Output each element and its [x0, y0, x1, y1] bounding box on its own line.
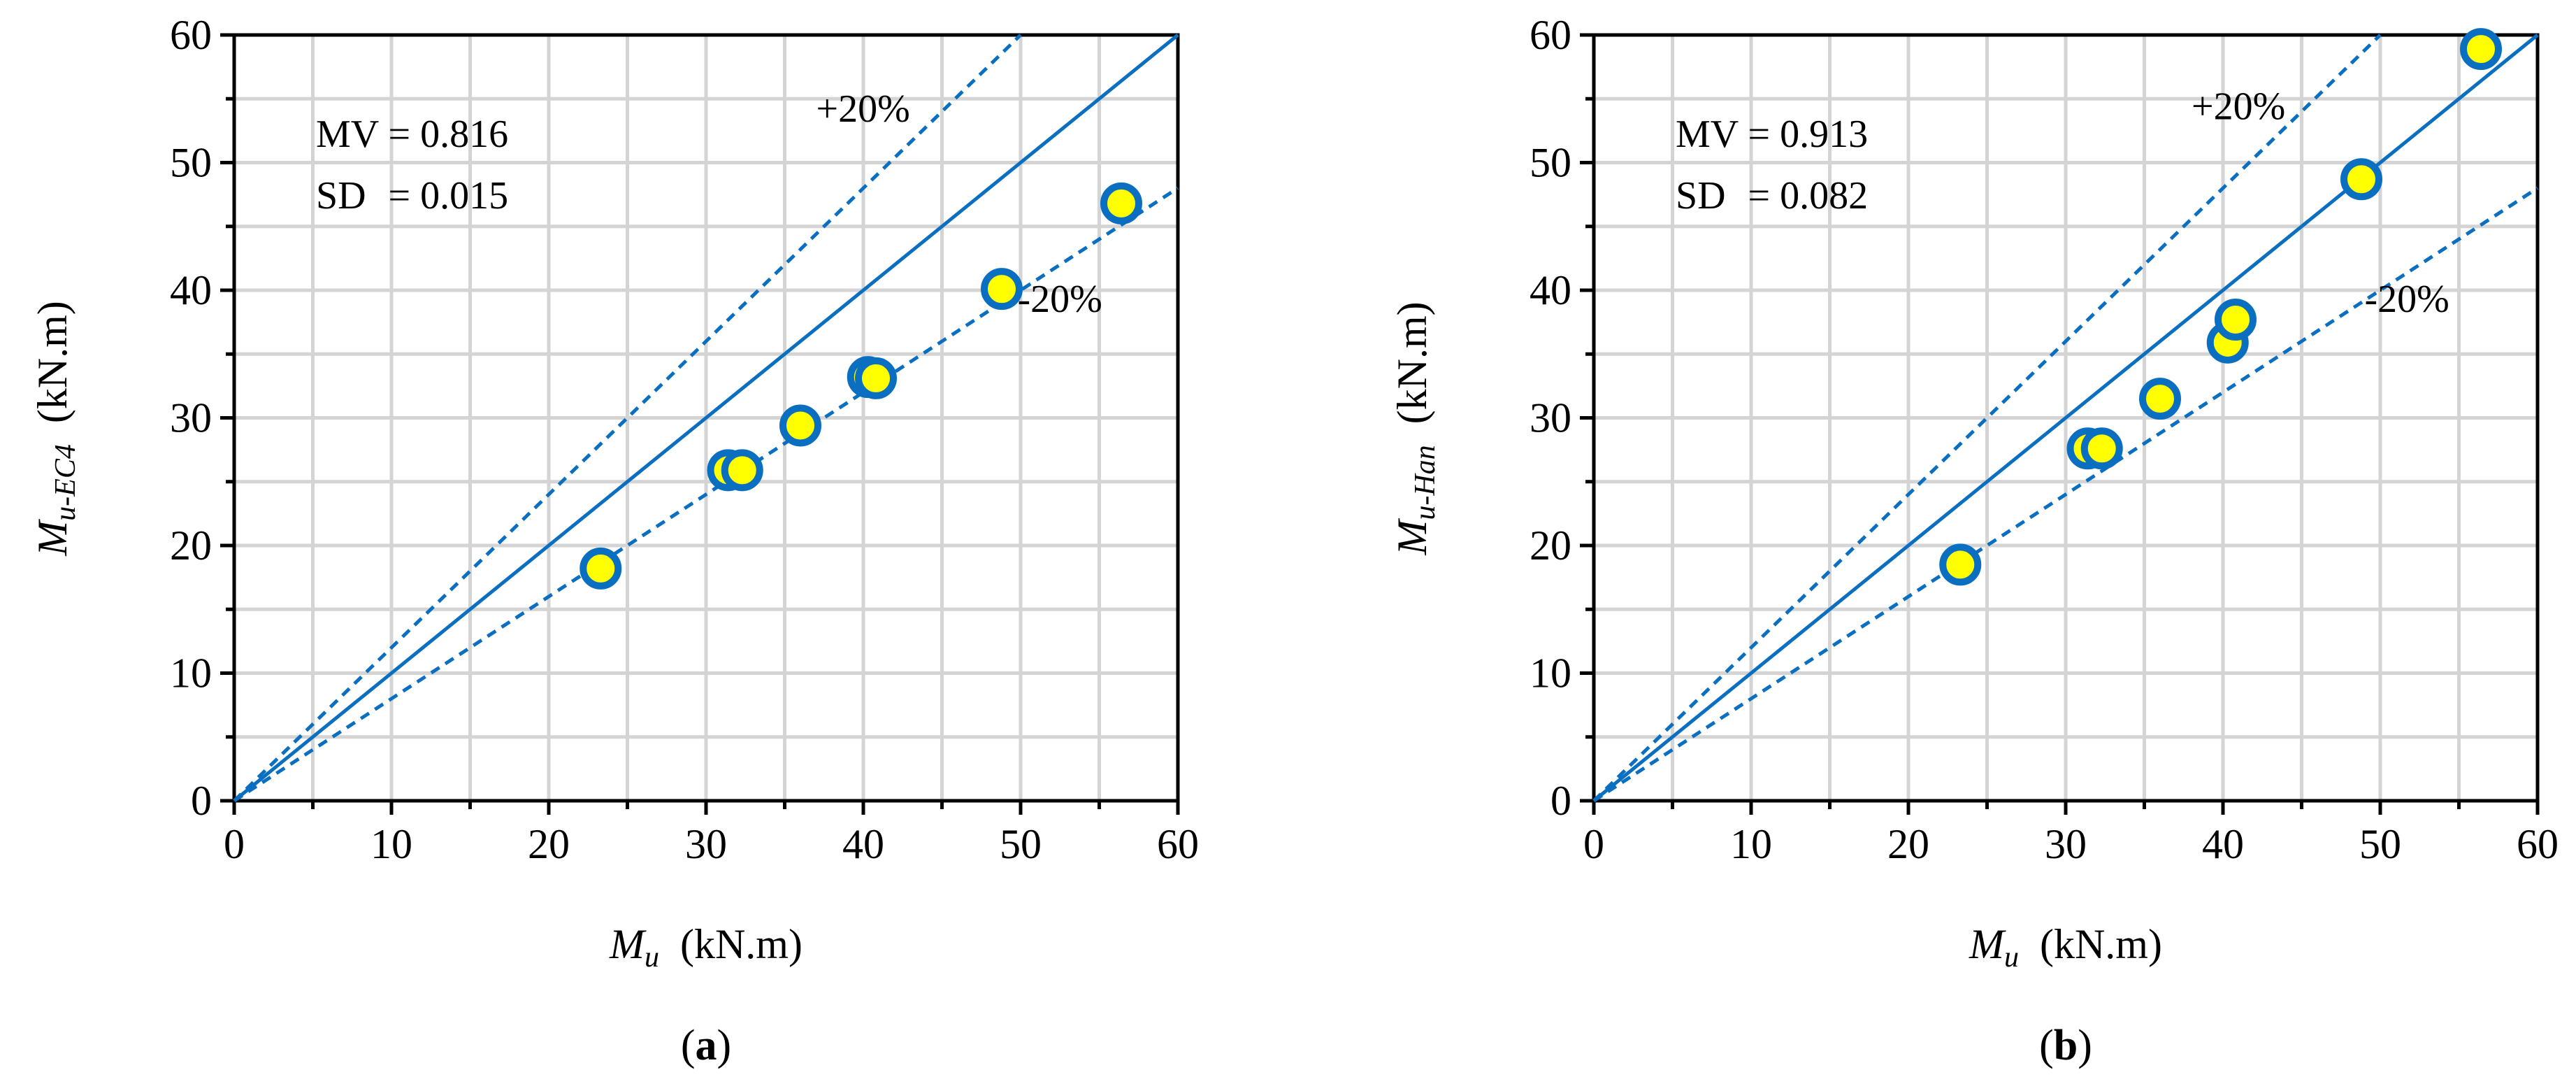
panel-a: 0 10 20 30 40 50 60 0 10 20 30 40 50 60 +20% -20% MV = 0.… — [29, 12, 1199, 1069]
x-tick-label: 40 — [2202, 821, 2244, 867]
stat-label-sd: SD — [1676, 174, 1726, 217]
reference-line-minus-20 — [233, 186, 1179, 803]
x-tick-label: 30 — [2045, 821, 2087, 867]
data-point — [2460, 28, 2502, 71]
panel-b: 0 10 20 30 40 50 60 0 10 20 30 40 50 60 +20% -20% MV = 0.… — [1389, 12, 2559, 1069]
y-tick-label: 50 — [170, 140, 212, 186]
panel-label: (b) — [2039, 1022, 2092, 1069]
reference-line-plus-20 — [233, 34, 1022, 802]
y-tick-label: 40 — [170, 267, 212, 313]
plus-20-label: +20% — [816, 87, 910, 131]
y-tick-label: 40 — [1530, 267, 1571, 313]
x-axis-title: Mu (kN.m) — [609, 921, 803, 974]
reference-line-equality — [1592, 34, 2539, 802]
x-tick-label: 30 — [685, 821, 727, 867]
y-tick-label: 30 — [170, 395, 212, 441]
data-point — [2080, 427, 2123, 470]
y-tick-label: 0 — [191, 778, 212, 824]
x-tick-label: 10 — [1730, 821, 1772, 867]
stat-value-sd: = 0.082 — [1748, 174, 1869, 217]
plus-20-label: +20% — [2192, 85, 2285, 128]
data-point — [855, 357, 897, 399]
x-tick-label: 20 — [1887, 821, 1929, 867]
y-tick-label: 60 — [1530, 12, 1571, 58]
y-axis-title: Mu-Han(kN.m) — [1389, 301, 1441, 555]
minus-20-label: -20% — [1018, 278, 1102, 321]
x-tick-label: 60 — [1157, 821, 1199, 867]
stat-value-mv: = 0.816 — [389, 113, 509, 156]
data-point — [2215, 298, 2257, 341]
stat-value-sd: = 0.015 — [389, 174, 509, 217]
y-tick-label: 20 — [1530, 522, 1571, 569]
minus-20-label: -20% — [2365, 278, 2449, 321]
data-point — [721, 449, 763, 492]
x-tick-label: 60 — [2517, 821, 2559, 867]
stat-label-mv: MV — [316, 113, 379, 156]
x-axis-title: Mu (kN.m) — [1969, 921, 2162, 974]
data-point — [981, 268, 1023, 311]
stat-value-mv: = 0.913 — [1748, 113, 1869, 156]
reference-line-plus-20 — [1592, 34, 2382, 802]
y-tick-label: 10 — [1530, 650, 1571, 697]
data-point — [2340, 158, 2382, 201]
x-tick-label: 50 — [1000, 821, 1042, 867]
stat-label-sd: SD — [316, 174, 366, 217]
y-axis-title: Mu-EC4(kN.m) — [29, 301, 82, 557]
stat-label-mv: MV — [1676, 113, 1739, 156]
y-tick-label: 50 — [1530, 140, 1571, 186]
y-tick-label: 20 — [170, 522, 212, 569]
data-point — [580, 547, 622, 590]
data-point — [1100, 182, 1142, 224]
y-tick-label: 30 — [1530, 395, 1571, 441]
data-point — [1939, 543, 1982, 586]
reference-line-minus-20 — [1592, 186, 2539, 803]
x-tick-label: 0 — [1583, 821, 1604, 867]
reference-line-equality — [233, 34, 1179, 802]
x-tick-label: 10 — [370, 821, 412, 867]
y-tick-label: 10 — [170, 650, 212, 697]
data-point — [779, 404, 821, 447]
x-tick-label: 40 — [842, 821, 884, 867]
x-tick-label: 50 — [2359, 821, 2401, 867]
y-tick-label: 0 — [1550, 778, 1571, 824]
panel-label: (a) — [681, 1022, 731, 1069]
x-tick-label: 0 — [224, 821, 245, 867]
y-tick-label: 60 — [170, 12, 212, 58]
x-tick-label: 20 — [528, 821, 570, 867]
data-point — [2139, 378, 2181, 420]
